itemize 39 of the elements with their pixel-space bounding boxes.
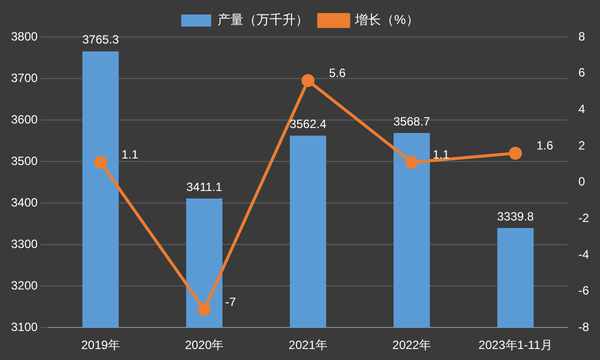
y-tick-label: 3500 xyxy=(10,154,38,168)
y2-tick-label: -2 xyxy=(578,210,590,225)
data-label: 1.6 xyxy=(536,138,554,153)
y2-tick-label: 0 xyxy=(578,174,586,189)
y2-tick-label: 6 xyxy=(578,66,586,80)
x-tick-label: 2021年 xyxy=(288,338,328,352)
y-tick-label: 3400 xyxy=(10,195,38,210)
y2-tick-label: 2 xyxy=(578,138,586,152)
y-tick-label: 3300 xyxy=(10,236,38,251)
x-tick-label: 2023年1-11月 xyxy=(478,338,552,352)
data-label: 3339.8 xyxy=(497,209,534,224)
x-tick-label: 2022年 xyxy=(392,338,432,352)
y-tick-label: 3600 xyxy=(10,112,38,126)
y2-tick-label: -8 xyxy=(578,320,590,334)
x-tick-label: 2020年 xyxy=(184,338,224,352)
data-label: 3568.7 xyxy=(393,114,430,128)
data-label: 1.1 xyxy=(432,148,450,162)
legend-label: 增长（%） xyxy=(354,12,419,28)
y-tick-label: 3100 xyxy=(10,320,38,334)
point xyxy=(508,146,522,160)
data-label: 3765.3 xyxy=(82,32,120,47)
data-label: 3562.4 xyxy=(290,116,327,131)
legend-label: 产量（万千升） xyxy=(218,12,309,28)
x-tick-label: 2019年 xyxy=(81,338,120,352)
point xyxy=(94,156,108,169)
point xyxy=(405,156,418,169)
y-tick-label: 3800 xyxy=(10,29,38,44)
point xyxy=(198,302,211,316)
data-label: 3411.1 xyxy=(186,180,223,194)
y2-tick-label: -4 xyxy=(578,247,590,262)
data-label: 5.6 xyxy=(329,66,346,80)
point xyxy=(302,74,315,88)
y-tick-label: 3200 xyxy=(10,278,38,292)
y2-tick-label: -6 xyxy=(578,284,590,298)
y-tick-label: 3700 xyxy=(10,70,38,85)
data-label: 1.1 xyxy=(122,148,139,162)
y2-tick-label: 8 xyxy=(578,29,586,44)
data-label: -7 xyxy=(225,294,236,309)
y2-tick-label: 4 xyxy=(578,102,586,116)
